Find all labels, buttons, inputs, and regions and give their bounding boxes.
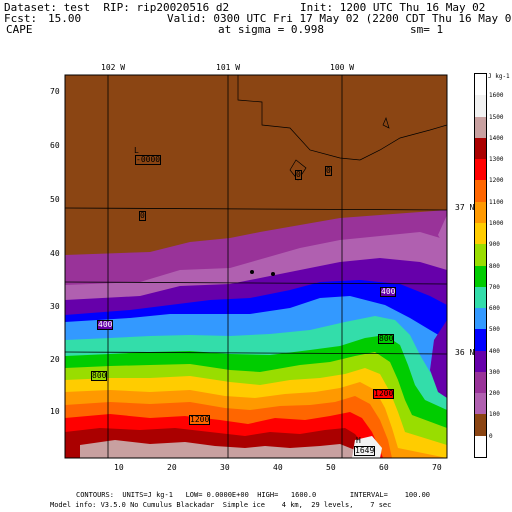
- colorbar-swatch: [475, 435, 486, 458]
- colorbar-swatch: [475, 350, 486, 373]
- colorbar-swatch: [475, 222, 486, 245]
- contour-label: 400: [97, 320, 114, 330]
- contour-label: 800: [91, 371, 108, 381]
- contour-label: 1200: [373, 389, 395, 399]
- station-dots: [250, 270, 275, 276]
- colorbar-level-label: 300: [489, 368, 500, 376]
- field-name: CAPE: [6, 23, 33, 36]
- colorbar-level-label: 1100: [489, 198, 504, 206]
- colorbar-swatch: [475, 116, 486, 139]
- colorbar-swatch: [475, 180, 486, 203]
- colorbar-swatch: [475, 265, 486, 288]
- fcst-value: 15.00: [48, 12, 82, 25]
- colorbar-swatch: [475, 201, 486, 224]
- colorbar-swatch: [475, 308, 486, 330]
- y-tick-10: 10: [50, 407, 60, 416]
- dataset-label: Dataset: test RIP: rip20020516 d2: [4, 1, 230, 14]
- colorbar-swatch: [475, 137, 486, 160]
- lon-label-101: 101 W: [216, 63, 241, 72]
- cape-field: [65, 75, 447, 458]
- colorbar-level-label: 1500: [489, 113, 504, 121]
- contour-label: 800: [378, 334, 395, 344]
- lat-label-36: 36 N: [455, 348, 475, 357]
- colorbar-swatch: [475, 393, 486, 415]
- colorbar-swatch: [475, 371, 486, 394]
- lon-label-100: 100 W: [330, 63, 355, 72]
- colorbar-swatch: [475, 159, 486, 181]
- colorbar-level-label: 1600: [489, 92, 504, 100]
- x-tick-40: 40: [273, 463, 283, 472]
- contour-label: 1649: [354, 446, 376, 456]
- sigma-label: at sigma = 0.998: [218, 23, 324, 36]
- colorbar-level-label: 0: [489, 432, 493, 440]
- colorbar-swatch: [475, 244, 486, 266]
- grid-lines: [64, 75, 448, 458]
- y-tick-20: 20: [50, 355, 60, 364]
- sm-label: sm= 1: [410, 23, 444, 36]
- colorbar-units: J kg-1: [488, 73, 510, 80]
- colorbar-level-label: 1200: [489, 177, 504, 185]
- contour-label: 1200: [189, 415, 211, 425]
- colorbar-level-label: 600: [489, 305, 500, 313]
- colorbar-swatch: [475, 286, 486, 309]
- colorbar-level-label: 700: [489, 283, 500, 291]
- colorbar-level-label: 1000: [489, 219, 504, 227]
- colorbar-level-label: 900: [489, 241, 500, 249]
- low-marker: L: [134, 146, 139, 155]
- colorbar-level-label: 200: [489, 390, 500, 398]
- colorbar-swatch: [475, 74, 486, 96]
- init-label: Init: 1200 UTC Thu 16 May 02: [300, 1, 486, 14]
- colorbar-level-label: 1300: [489, 156, 504, 164]
- y-tick-50: 50: [50, 195, 60, 204]
- valid-label: Valid: 0300 UTC Fri 17 May 02 (2200 CDT …: [167, 12, 512, 25]
- map-frame: [64, 74, 448, 459]
- footer-model-info: Model info: V3.5.0 No Cumulus Blackadar …: [50, 501, 392, 509]
- x-tick-60: 60: [379, 463, 389, 472]
- colorbar-swatch: [475, 414, 486, 437]
- colorbar-level-label: 800: [489, 262, 500, 270]
- colorbar-swatch: [475, 95, 486, 118]
- x-tick-20: 20: [167, 463, 177, 472]
- y-tick-40: 40: [50, 249, 60, 258]
- x-tick-50: 50: [326, 463, 336, 472]
- colorbar-level-label: 500: [489, 326, 500, 334]
- y-tick-60: 60: [50, 141, 60, 150]
- high-marker: H: [356, 436, 361, 445]
- y-tick-70: 70: [50, 87, 60, 96]
- x-tick-30: 30: [220, 463, 230, 472]
- y-tick-30: 30: [50, 302, 60, 311]
- lat-label-37: 37 N: [455, 203, 475, 212]
- contour-label: 0: [325, 166, 332, 176]
- fcst-label: Fcst:: [4, 12, 38, 25]
- colorbar-level-label: 100: [489, 411, 500, 419]
- contour-label: 400: [380, 287, 397, 297]
- x-tick-10: 10: [114, 463, 124, 472]
- contour-label: 0: [139, 211, 146, 221]
- colorbar-swatch: [475, 329, 486, 352]
- x-tick-70: 70: [432, 463, 442, 472]
- colorbar-level-label: 1400: [489, 134, 504, 142]
- contour-label: 0: [295, 170, 302, 180]
- lon-label-102: 102 W: [101, 63, 126, 72]
- footer-contours: CONTOURS: UNITS=J kg-1 LOW= 0.0000E+00 H…: [76, 491, 431, 499]
- colorbar: [474, 73, 487, 458]
- colorbar-level-label: 400: [489, 347, 500, 355]
- contour-label: -0000: [135, 155, 162, 165]
